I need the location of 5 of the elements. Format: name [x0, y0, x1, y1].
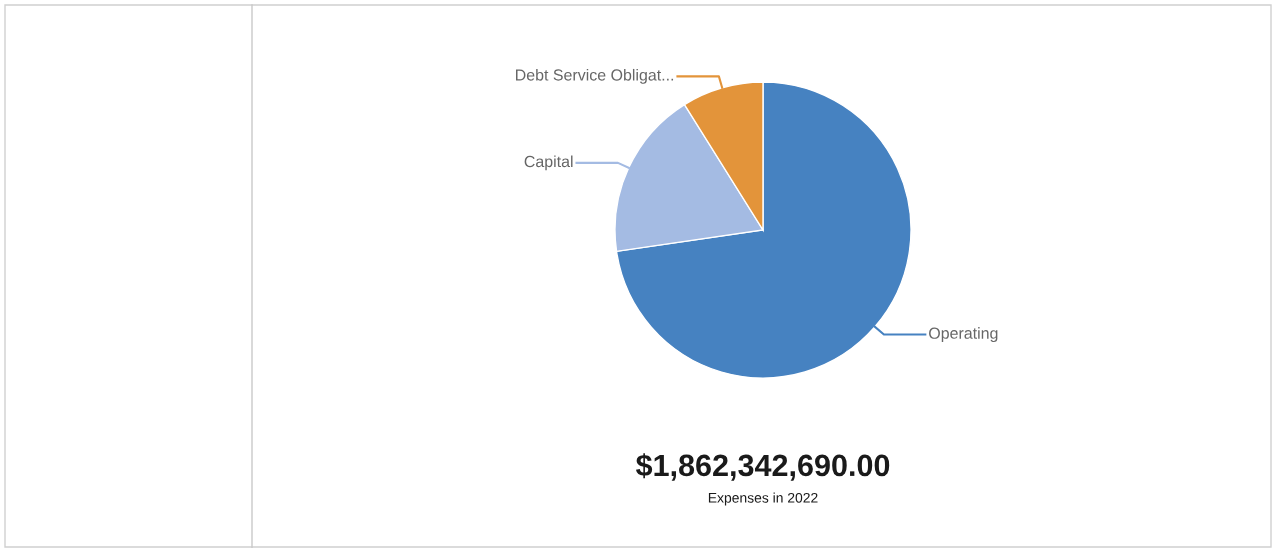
text: Expenses in 2022 — [708, 492, 818, 506]
slice-label: Capital — [524, 155, 573, 171]
text: $1,862,342,690.00 — [635, 453, 890, 481]
slice-label: Debt Service Obligat... — [516, 68, 674, 84]
slice-label: Operating — [929, 327, 998, 343]
